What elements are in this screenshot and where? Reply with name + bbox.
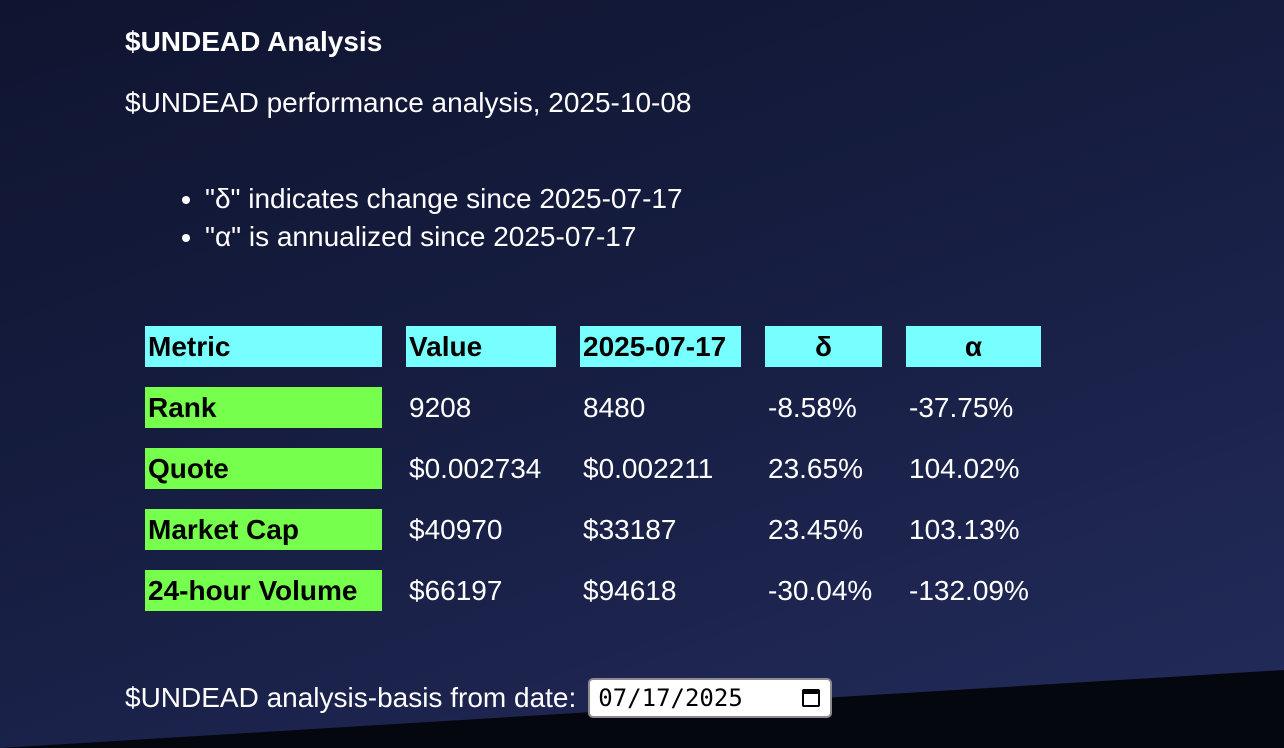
metric-delta: -8.58%: [768, 391, 857, 423]
metric-value: $66197: [409, 574, 503, 606]
metrics-table: Metric Value 2025-07-17 δ α Rank 9208 84…: [123, 326, 1063, 611]
metric-alpha: -132.09%: [909, 574, 1029, 606]
note-alpha: "α" is annualized since 2025-07-17: [205, 218, 683, 256]
header-value: Value: [406, 326, 556, 367]
header-metric: Metric: [145, 326, 382, 367]
metric-name: 24-hour Volume: [145, 570, 382, 611]
metric-basis: $94618: [583, 574, 677, 606]
table-row: Market Cap $40970 $33187 23.45% 103.13%: [143, 489, 1043, 550]
notes-list: "δ" indicates change since 2025-07-17 "α…: [125, 180, 683, 256]
basis-date-value: 07/17/2025: [598, 684, 743, 712]
basis-date-input[interactable]: 07/17/2025: [588, 678, 833, 718]
metric-name: Rank: [145, 387, 382, 428]
metric-delta: 23.45%: [768, 513, 863, 545]
header-basis-date: 2025-07-17: [580, 326, 741, 367]
table-header-row: Metric Value 2025-07-17 δ α: [143, 326, 1043, 367]
metric-basis: $33187: [583, 513, 677, 545]
header-delta: δ: [765, 326, 882, 367]
page-subtitle: $UNDEAD performance analysis, 2025-10-08: [125, 87, 692, 118]
metric-name: Market Cap: [145, 509, 382, 550]
metric-alpha: 104.02%: [909, 452, 1020, 484]
calendar-icon[interactable]: [802, 689, 821, 707]
metric-delta: -30.04%: [768, 574, 873, 606]
metric-value: $40970: [409, 513, 503, 545]
metric-value: $0.002734: [409, 452, 542, 484]
table-row: 24-hour Volume $66197 $94618 -30.04% -13…: [143, 550, 1043, 611]
page-title: $UNDEAD Analysis: [125, 26, 383, 57]
header-alpha: α: [906, 326, 1041, 367]
metric-basis: 8480: [583, 391, 646, 423]
metric-alpha: -37.75%: [909, 391, 1014, 423]
metric-value: 9208: [409, 391, 472, 423]
basis-date-label: $UNDEAD analysis-basis from date:: [125, 682, 577, 713]
table-row: Rank 9208 8480 -8.58% -37.75%: [143, 367, 1043, 428]
metric-basis: $0.002211: [583, 452, 714, 484]
table-row: Quote $0.002734 $0.002211 23.65% 104.02%: [143, 428, 1043, 489]
metric-alpha: 103.13%: [909, 513, 1020, 545]
basis-date-form: $UNDEAD analysis-basis from date: 07/17/…: [125, 678, 833, 718]
metric-name: Quote: [145, 448, 382, 489]
metric-delta: 23.65%: [768, 452, 863, 484]
note-delta: "δ" indicates change since 2025-07-17: [205, 180, 683, 218]
